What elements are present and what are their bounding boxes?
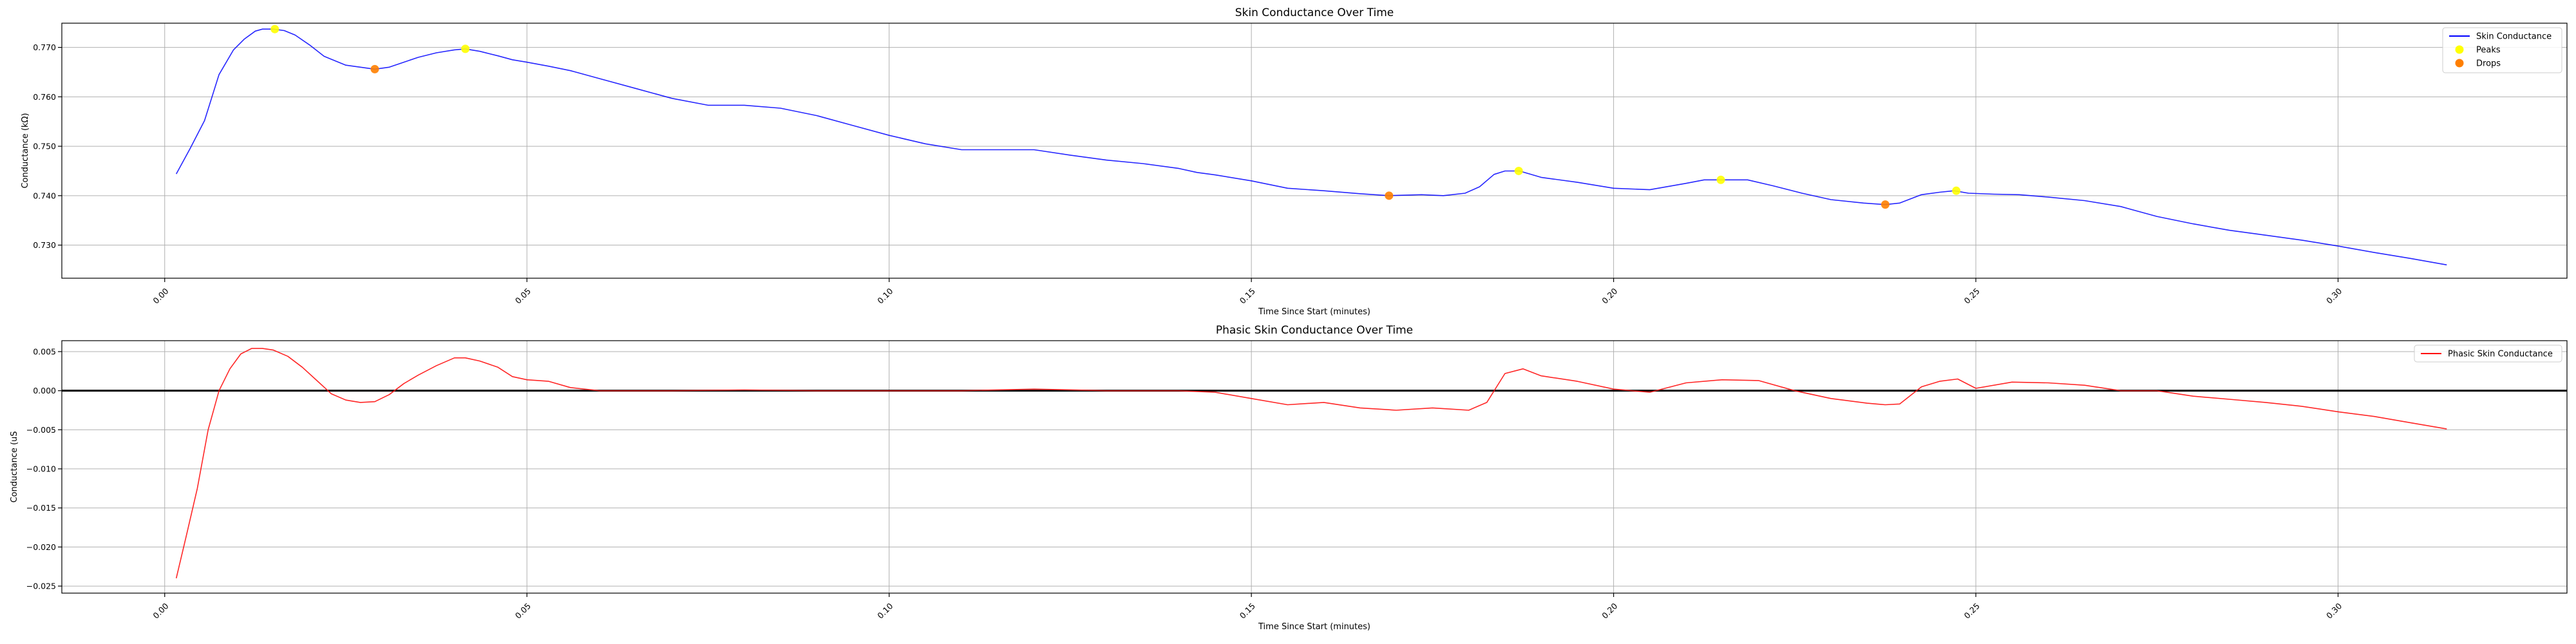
x-axis-label: Time Since Start (minutes): [1258, 622, 1370, 632]
x-tick-label: 0.30: [2324, 286, 2344, 305]
legend-box: [2414, 345, 2562, 363]
chart-title: Skin Conductance Over Time: [1235, 6, 1394, 19]
x-tick-label: 0.10: [875, 601, 895, 620]
peak-point: [1716, 175, 1725, 184]
y-tick-label: 0.000: [33, 386, 56, 395]
peak-point: [1952, 186, 1961, 195]
y-axis-label: Conductance (kΩ): [21, 113, 30, 188]
legend-swatch-marker: [2455, 45, 2464, 54]
x-tick-label: 0.05: [513, 286, 533, 305]
y-tick-label: −0.025: [26, 582, 56, 591]
plot-frame: [61, 340, 2568, 594]
x-tick-label: 0.05: [513, 601, 533, 620]
x-tick-label: 0.15: [1238, 601, 1257, 620]
y-axis-label: Conductance (uS: [10, 431, 19, 502]
legend-swatch-marker: [2455, 59, 2464, 68]
y-tick-label: 0.770: [33, 43, 56, 52]
legend-label: Skin Conductance: [2476, 32, 2552, 42]
y-tick-label: 0.750: [33, 142, 56, 151]
x-tick-label: 0.20: [1600, 601, 1619, 620]
y-tick-label: −0.015: [26, 503, 56, 513]
legend-label: Peaks: [2476, 46, 2501, 55]
drop-point: [1385, 191, 1394, 200]
x-tick-label: 0.30: [2324, 601, 2344, 620]
peak-point: [270, 24, 279, 33]
y-tick-label: −0.005: [26, 425, 56, 435]
legend-label: Phasic Skin Conductance: [2448, 350, 2553, 359]
plot-frame: [61, 23, 2568, 279]
y-tick-label: 0.760: [33, 92, 56, 102]
y-tick-label: 0.730: [33, 240, 56, 250]
chart-title: Phasic Skin Conductance Over Time: [1216, 324, 1413, 337]
x-tick-label: 0.10: [875, 286, 895, 305]
drop-point: [370, 64, 379, 73]
legend-box: [2442, 27, 2562, 73]
x-tick-label: 0.00: [151, 286, 170, 305]
x-tick-label: 0.00: [151, 601, 170, 620]
y-tick-label: −0.020: [26, 542, 56, 552]
y-tick-label: 0.740: [33, 191, 56, 200]
x-axis-label: Time Since Start (minutes): [1258, 307, 1370, 317]
y-tick-label: 0.005: [33, 346, 56, 356]
series-line-skin-conductance: [175, 28, 2447, 266]
peak-point: [461, 44, 470, 53]
x-tick-label: 0.15: [1238, 286, 1257, 305]
x-tick-label: 0.25: [1962, 286, 1982, 305]
drop-point: [1880, 200, 1889, 209]
series-line-phasic-skin-conductance: [175, 348, 2447, 579]
legend-label: Drops: [2476, 59, 2501, 69]
skin-conductance-chart: 0.00 0.05 0.10 0.15 0.20 0.25 0.30 0.730 0.740 0.…: [21, 6, 2568, 317]
peak-point: [1514, 166, 1523, 175]
x-tick-label: 0.20: [1600, 286, 1619, 305]
phasic-skin-conductance-chart: 0.00 0.05 0.10 0.15 0.20 0.25 0.30 −0.025 −0.020…: [10, 324, 2568, 632]
y-tick-label: −0.010: [26, 464, 56, 474]
x-tick-label: 0.25: [1962, 601, 1982, 620]
